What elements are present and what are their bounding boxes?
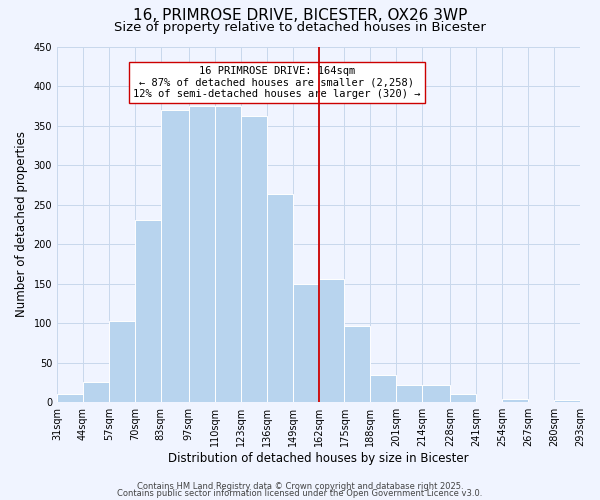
Bar [397,385,422,402]
X-axis label: Distribution of detached houses by size in Bicester: Distribution of detached houses by size … [168,452,469,465]
Text: 16 PRIMROSE DRIVE: 164sqm
← 87% of detached houses are smaller (2,258)
12% of se: 16 PRIMROSE DRIVE: 164sqm ← 87% of detac… [133,66,421,100]
Bar [109,321,135,402]
Text: 16, PRIMROSE DRIVE, BICESTER, OX26 3WP: 16, PRIMROSE DRIVE, BICESTER, OX26 3WP [133,8,467,22]
Bar [266,194,293,402]
Text: Contains public sector information licensed under the Open Government Licence v3: Contains public sector information licen… [118,489,482,498]
Bar [293,284,319,402]
Bar [319,279,344,402]
Bar [57,394,83,402]
Bar [83,382,109,402]
Y-axis label: Number of detached properties: Number of detached properties [15,132,28,318]
Bar [241,116,266,402]
Bar [554,400,580,402]
Bar [422,385,450,402]
Bar [502,399,528,402]
Bar [135,220,161,402]
Bar [215,106,241,402]
Bar [161,110,189,402]
Bar [344,326,370,402]
Text: Contains HM Land Registry data © Crown copyright and database right 2025.: Contains HM Land Registry data © Crown c… [137,482,463,491]
Bar [189,106,215,402]
Text: Size of property relative to detached houses in Bicester: Size of property relative to detached ho… [114,22,486,35]
Bar [370,376,397,402]
Bar [450,394,476,402]
